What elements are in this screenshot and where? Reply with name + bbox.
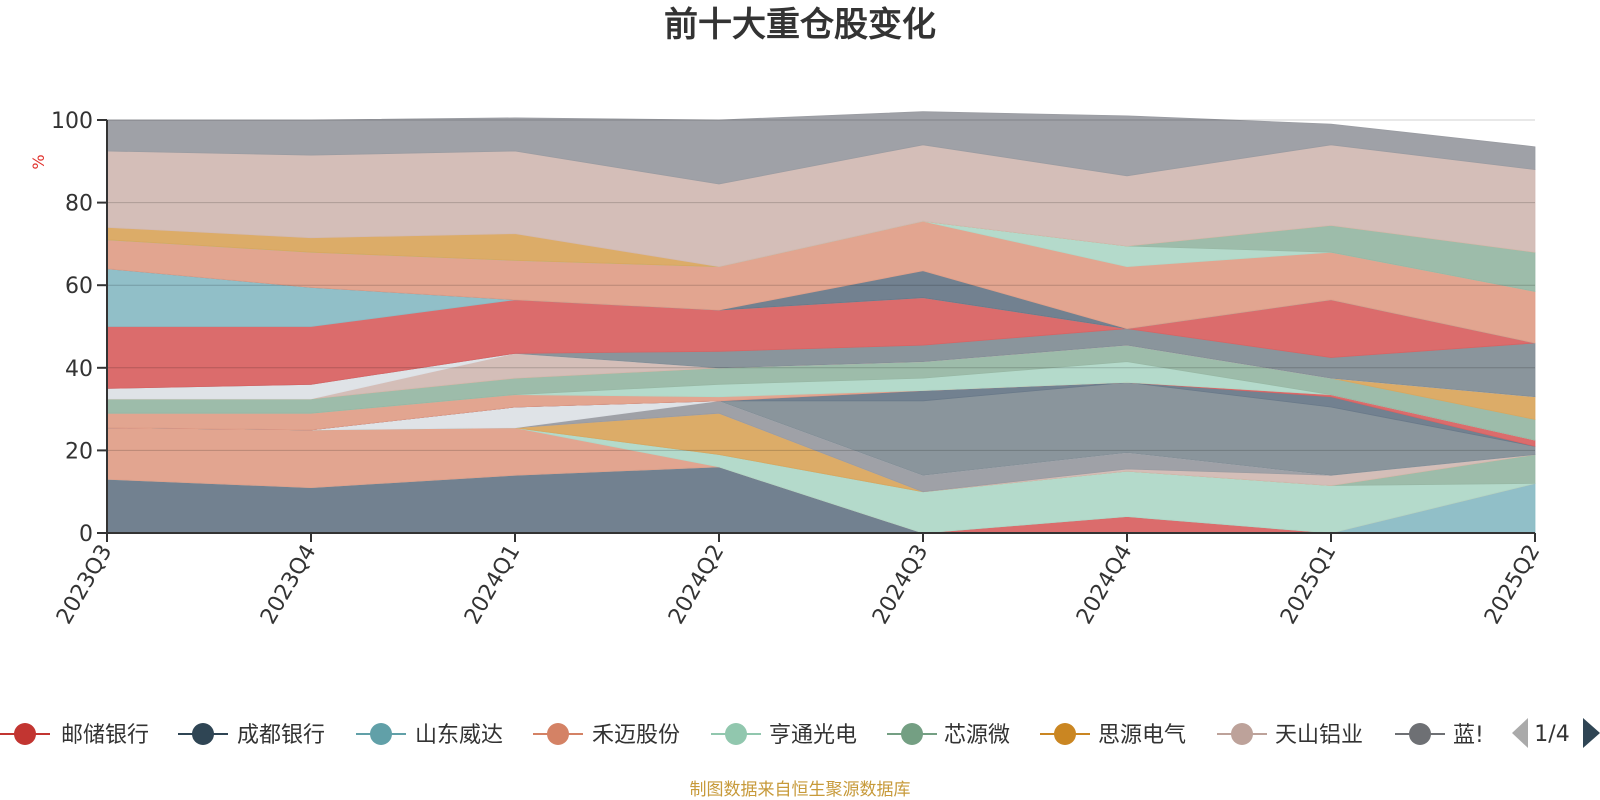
legend-item[interactable]: 禾迈股份 xyxy=(533,723,680,748)
y-axis-unit: % xyxy=(29,154,48,169)
legend-item[interactable]: 蓝! xyxy=(1395,723,1484,748)
legend: 邮储银行 成都银行 山东威达 禾迈股份 亨通光电 芯源微 思源电气 天山铝业 蓝! xyxy=(0,723,1484,748)
legend-marker-icon xyxy=(1231,723,1253,745)
legend-marker-icon xyxy=(370,723,392,745)
legend-label: 天山铝业 xyxy=(1275,723,1363,748)
source-footer: 制图数据来自恒生聚源数据库 xyxy=(690,780,911,800)
y-tick-labels: 0 20 40 60 80 100 xyxy=(51,109,107,547)
y-tick-label: 80 xyxy=(65,192,93,217)
grid-lines xyxy=(107,119,1535,451)
legend-pager: 1/4 xyxy=(1512,718,1600,748)
pager-label: 1/4 xyxy=(1534,722,1569,747)
axes xyxy=(106,120,1535,534)
legend-marker-icon xyxy=(14,723,36,745)
chart-title: 前十大重仓股变化 xyxy=(664,5,936,45)
legend-item[interactable]: 邮储银行 xyxy=(0,723,149,748)
x-tick-label: 2024Q2 xyxy=(664,541,729,629)
x-tick-label: 2025Q1 xyxy=(1276,541,1341,629)
legend-item[interactable]: 天山铝业 xyxy=(1217,723,1363,748)
legend-label: 思源电气 xyxy=(1098,723,1186,748)
legend-marker-icon xyxy=(192,723,214,745)
area-series-28 xyxy=(106,111,1536,185)
area-layers xyxy=(106,111,1536,534)
pager-prev-icon[interactable] xyxy=(1512,718,1528,748)
x-tick-label: 2024Q3 xyxy=(868,541,933,629)
x-tick-label: 2025Q2 xyxy=(1480,541,1545,629)
legend-label: 蓝! xyxy=(1453,723,1484,748)
legend-item[interactable]: 成都银行 xyxy=(178,723,325,748)
x-tick-labels: 2023Q3 2023Q4 2024Q1 2024Q2 2024Q3 2024Q4 2025… xyxy=(52,533,1545,629)
legend-marker-icon xyxy=(1409,723,1431,745)
legend-marker-icon xyxy=(547,723,569,745)
y-tick-label: 20 xyxy=(65,439,93,464)
y-tick-label: 0 xyxy=(79,522,93,547)
legend-label: 芯源微 xyxy=(944,723,1010,748)
legend-item[interactable]: 芯源微 xyxy=(887,723,1010,748)
legend-item[interactable]: 思源电气 xyxy=(1040,723,1186,748)
legend-item[interactable]: 亨通光电 xyxy=(711,723,857,748)
x-tick-label: 2023Q3 xyxy=(52,541,117,629)
y-tick-label: 100 xyxy=(51,109,93,134)
x-tick-label: 2024Q4 xyxy=(1072,541,1137,629)
y-tick-label: 40 xyxy=(65,357,93,382)
x-tick-label: 2024Q1 xyxy=(460,541,525,629)
legend-marker-icon xyxy=(1054,723,1076,745)
pager-next-icon[interactable] xyxy=(1583,718,1600,748)
x-tick-label: 2023Q4 xyxy=(256,541,321,629)
y-tick-label: 60 xyxy=(65,274,93,299)
legend-marker-icon xyxy=(725,723,747,745)
legend-label: 成都银行 xyxy=(237,723,325,748)
legend-item[interactable]: 山东威达 xyxy=(356,723,503,748)
legend-label: 亨通光电 xyxy=(769,723,857,748)
legend-marker-icon xyxy=(901,723,923,745)
legend-label: 山东威达 xyxy=(415,723,503,748)
legend-label: 禾迈股份 xyxy=(592,723,680,748)
legend-label: 邮储银行 xyxy=(61,723,149,748)
